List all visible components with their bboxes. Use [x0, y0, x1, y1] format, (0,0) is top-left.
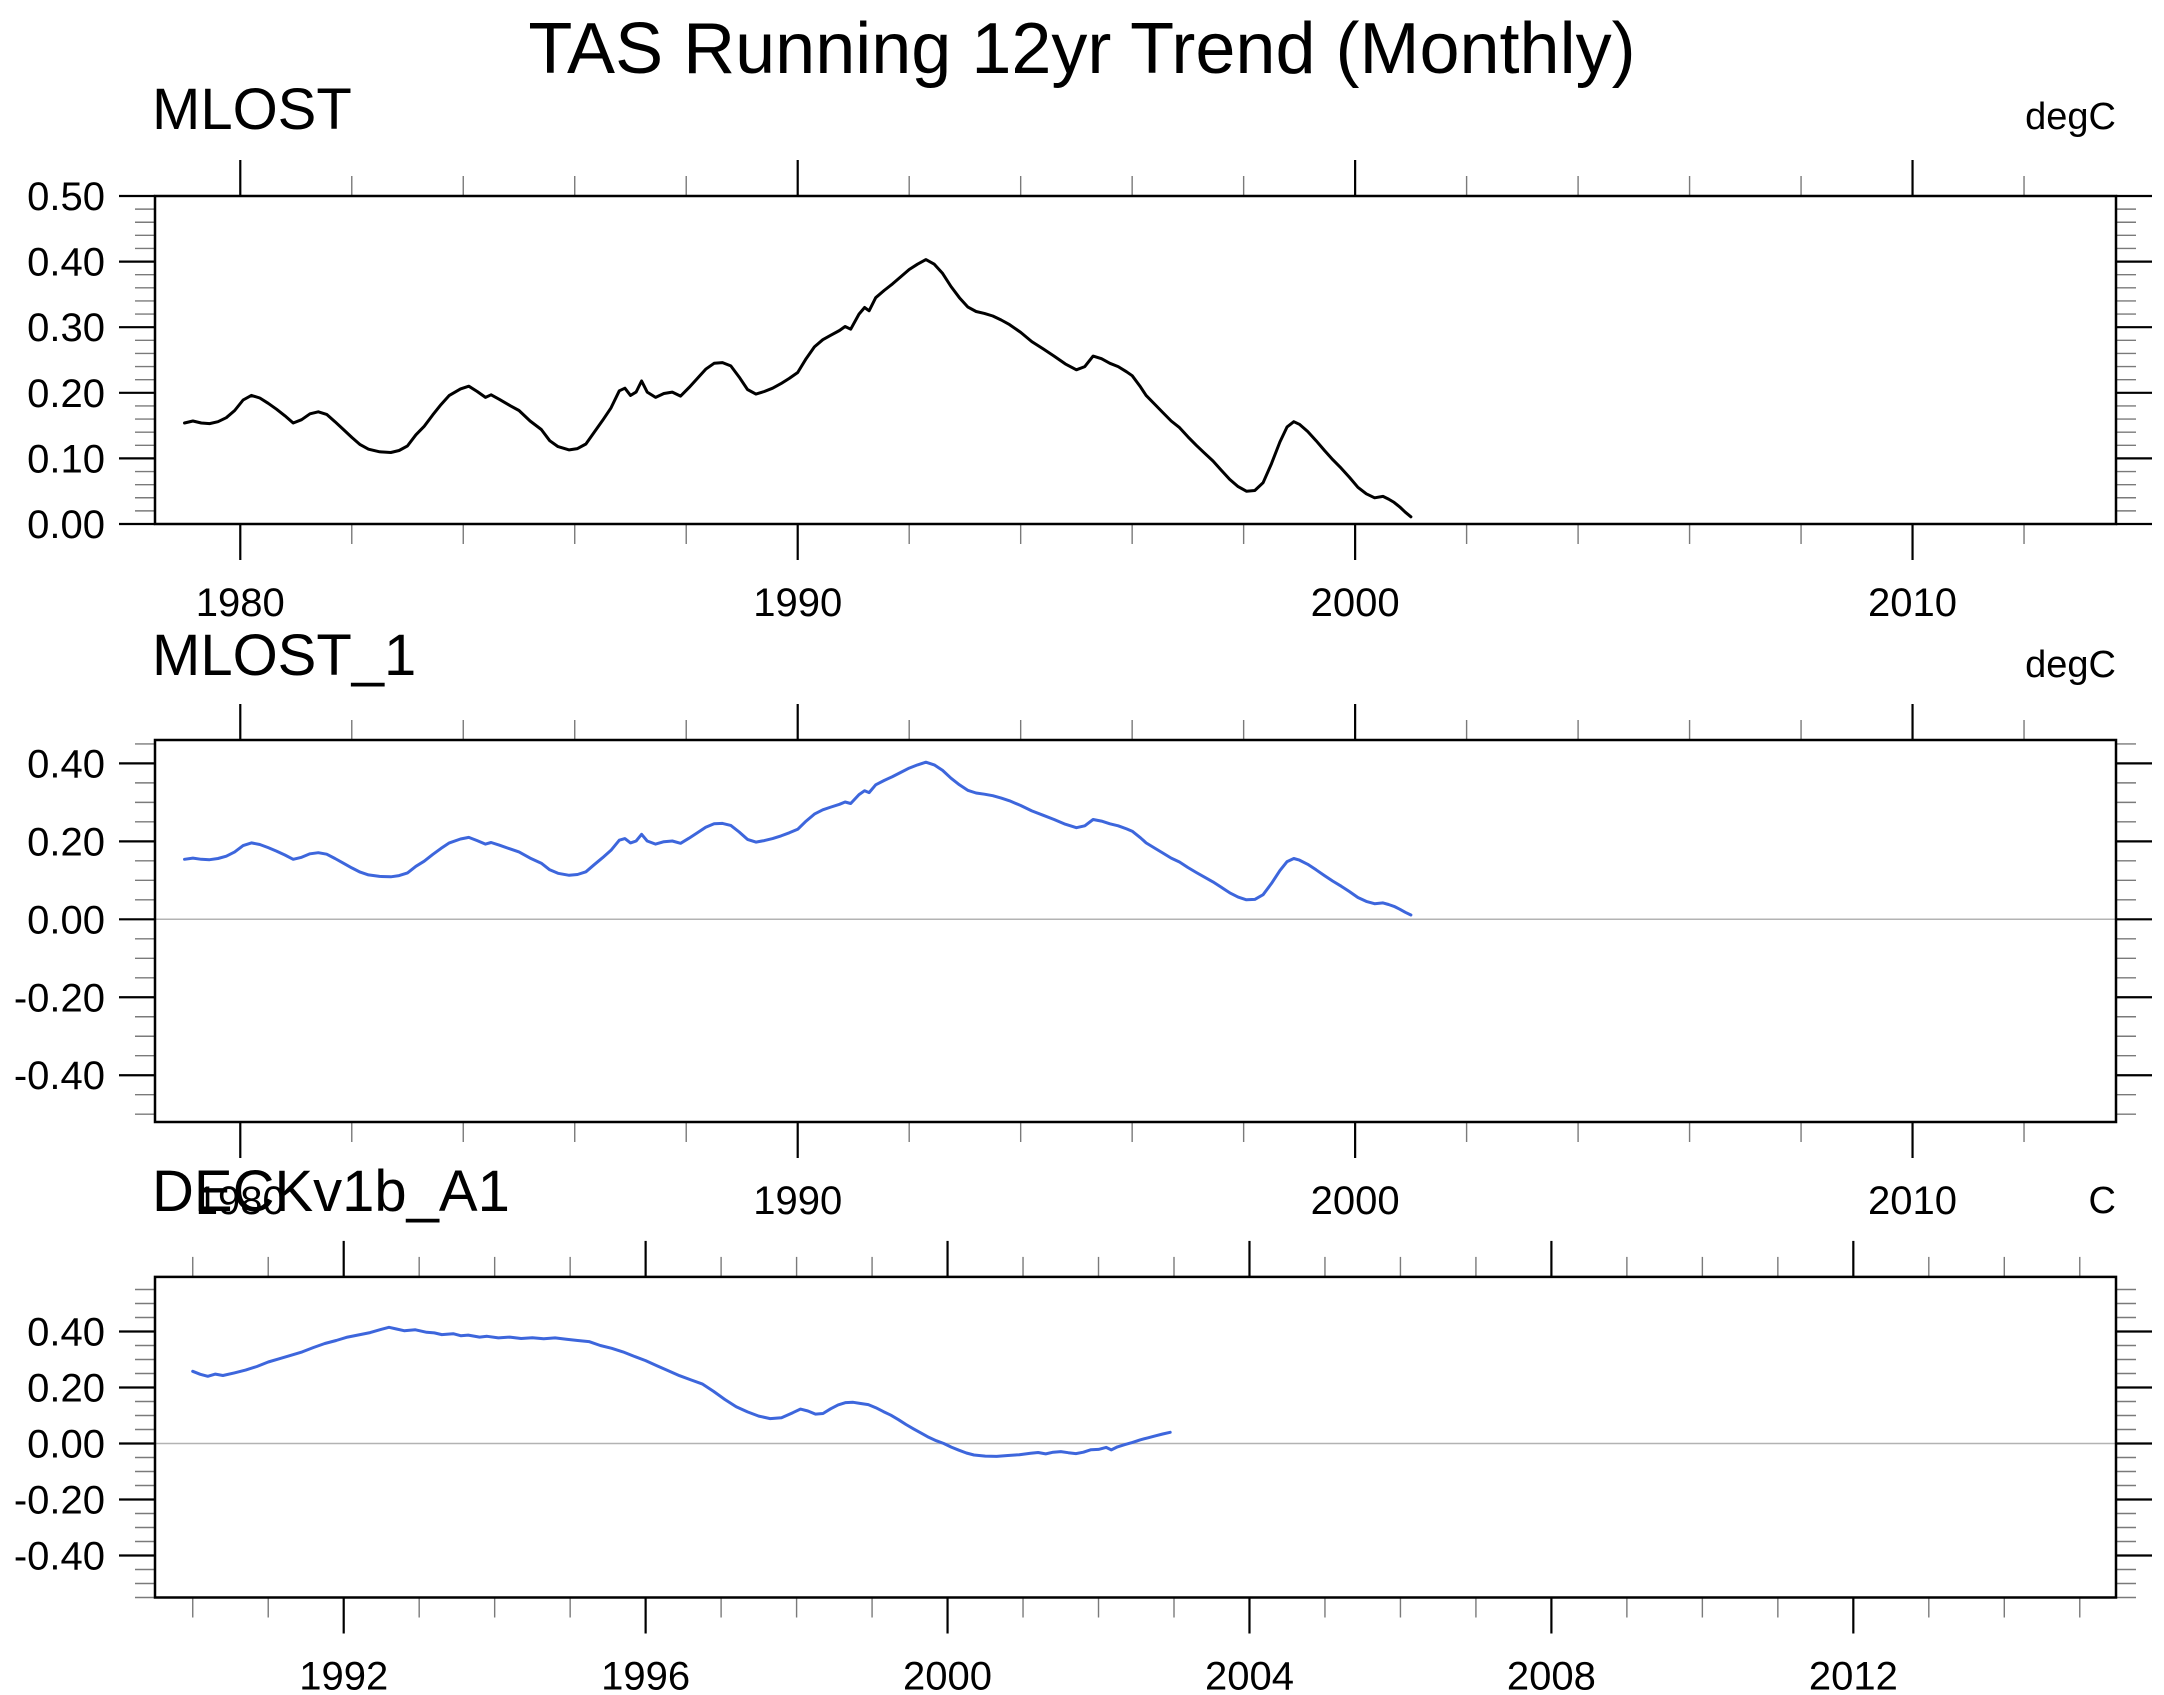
x-tick-label: 2000 — [1311, 1179, 1400, 1223]
y-tick-label: 0.40 — [27, 241, 105, 285]
y-tick-label: 0.10 — [27, 437, 105, 481]
panel2-title: MLOST_1 — [152, 623, 417, 688]
panel-frame — [153, 1275, 2118, 1599]
panel1-title: MLOST — [152, 77, 352, 142]
series-line-MLOST_1 — [183, 760, 1413, 917]
y-tick-label: 0.50 — [27, 175, 105, 219]
y-tick-label: 0.40 — [27, 742, 105, 786]
panel3-title: DECKv1b_A1 — [152, 1159, 510, 1224]
panel3-units-label: C — [2088, 1180, 2116, 1222]
x-tick-label: 1992 — [299, 1655, 388, 1695]
chart-title: TAS Running 12yr Trend (Monthly) — [528, 9, 1636, 89]
y-tick-label: -0.20 — [14, 976, 105, 1020]
y-tick-label: 0.00 — [27, 503, 105, 547]
x-tick-label: 2012 — [1809, 1655, 1898, 1695]
x-tick-label: 2010 — [1868, 581, 1957, 625]
x-tick-label: 1980 — [196, 1179, 285, 1223]
y-tick-label: 0.20 — [27, 820, 105, 864]
y-tick-label: -0.40 — [14, 1535, 105, 1579]
y-tick-label: 0.00 — [27, 898, 105, 942]
panel1-units-label: degC — [2025, 96, 2116, 138]
x-tick-label: 2000 — [1311, 581, 1400, 625]
y-tick-label: 0.20 — [27, 372, 105, 416]
x-tick-label: 1996 — [601, 1655, 690, 1695]
y-tick-label: 0.00 — [27, 1423, 105, 1467]
x-tick-label: 1980 — [196, 581, 285, 625]
x-tick-label: 2004 — [1205, 1655, 1294, 1695]
x-tick-label: 2000 — [903, 1655, 992, 1695]
x-tick-label: 2008 — [1507, 1655, 1596, 1695]
x-tick-label: 1990 — [753, 1179, 842, 1223]
panel-frame — [153, 738, 2118, 1124]
y-tick-label: 0.20 — [27, 1367, 105, 1411]
y-tick-label: -0.20 — [14, 1479, 105, 1523]
y-tick-label: 0.40 — [27, 1311, 105, 1355]
x-tick-label: 1990 — [753, 581, 842, 625]
series-line-DECKv1b_A1 — [191, 1325, 1172, 1458]
y-tick-label: 0.30 — [27, 306, 105, 350]
panel-frame — [153, 194, 2118, 526]
series-line-MLOST — [183, 258, 1413, 519]
x-tick-label: 2010 — [1868, 1179, 1957, 1223]
y-tick-label: -0.40 — [14, 1054, 105, 1098]
panel2-units-label: degC — [2025, 644, 2116, 686]
